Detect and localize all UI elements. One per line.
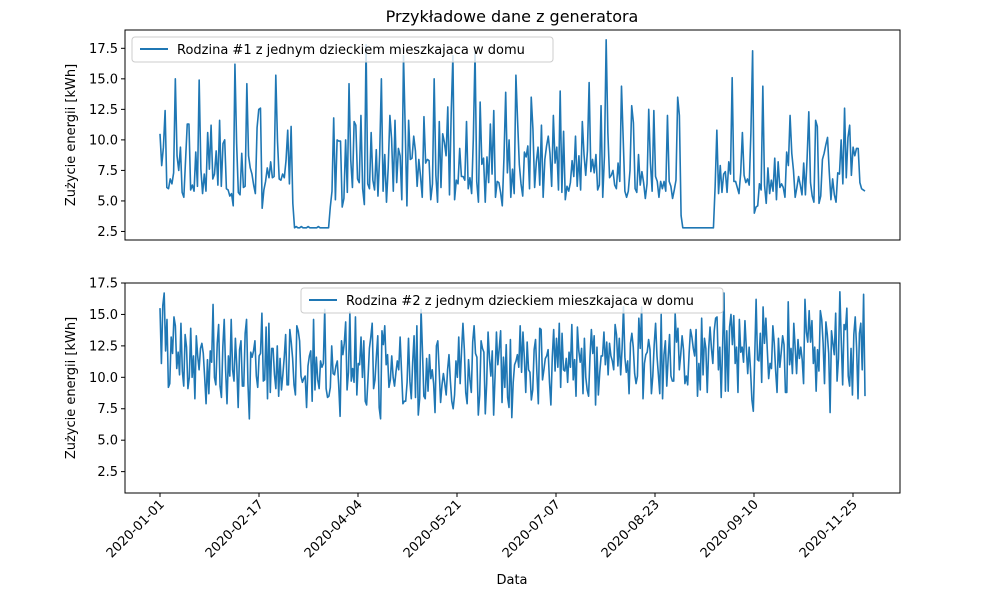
x-tick-label: 2020-05-21 bbox=[401, 497, 465, 561]
top-panel-series bbox=[159, 38, 866, 229]
x-tick-label: 2020-07-07 bbox=[500, 497, 564, 561]
x-tick-label: 2020-08-23 bbox=[599, 497, 663, 561]
y-tick-label: 5.0 bbox=[97, 194, 118, 209]
y-tick-label: 12.5 bbox=[89, 103, 118, 118]
bottom-panel-legend: Rodzina #2 z jednym dzieckiem mieszkajac… bbox=[300, 287, 724, 314]
y-tick-label: 2.5 bbox=[97, 225, 118, 240]
y-tick-label: 2.5 bbox=[97, 465, 118, 480]
bottom-panel: 2.5 5.0 7.5 10.0 12.5 15.0 17.5 Zużycie energi… bbox=[64, 277, 901, 561]
bottom-panel-y-ticks: 2.5 5.0 7.5 10.0 12.5 15.0 17.5 bbox=[89, 277, 125, 480]
bottom-panel-y-axis-label: Zużycie energii [kWh] bbox=[64, 317, 79, 459]
x-tick-label: 2020-11-25 bbox=[797, 497, 861, 561]
y-tick-label: 5.0 bbox=[97, 434, 118, 449]
bottom-legend-box bbox=[300, 287, 724, 314]
x-tick-label: 2020-09-10 bbox=[698, 497, 762, 561]
y-tick-label: 7.5 bbox=[97, 164, 118, 179]
top-legend-label: Rodzina #1 z jednym dzieckiem mieszkajac… bbox=[177, 43, 525, 58]
bottom-panel-series bbox=[159, 290, 866, 420]
top-panel: 2.5 5.0 7.5 10.0 12.5 15.0 17.5 Zużycie energi… bbox=[64, 29, 901, 241]
bottom-panel-frame bbox=[124, 282, 901, 494]
top-legend-box bbox=[131, 36, 554, 63]
top-panel-frame bbox=[124, 29, 901, 241]
y-tick-label: 17.5 bbox=[89, 42, 118, 57]
x-tick-label: 2020-02-17 bbox=[203, 497, 267, 561]
top-panel-y-axis-label: Zużycie energii [kWh] bbox=[64, 64, 79, 206]
y-tick-label: 10.0 bbox=[89, 371, 118, 386]
series-line bbox=[159, 290, 866, 420]
x-axis-label: Data bbox=[496, 573, 527, 588]
x-tick-label: 2020-01-01 bbox=[104, 497, 168, 561]
y-tick-label: 15.0 bbox=[89, 308, 118, 323]
y-tick-label: 17.5 bbox=[89, 277, 118, 292]
top-panel-y-ticks: 2.5 5.0 7.5 10.0 12.5 15.0 17.5 bbox=[89, 42, 125, 240]
y-tick-label: 12.5 bbox=[89, 339, 118, 354]
y-tick-label: 7.5 bbox=[97, 402, 118, 417]
y-tick-label: 10.0 bbox=[89, 133, 118, 148]
y-tick-label: 15.0 bbox=[89, 72, 118, 87]
x-tick-label: 2020-04-04 bbox=[302, 497, 366, 561]
series-line bbox=[159, 38, 866, 229]
bottom-legend-label: Rodzina #2 z jednym dzieckiem mieszkajac… bbox=[346, 294, 694, 309]
top-panel-legend: Rodzina #1 z jednym dzieckiem mieszkajac… bbox=[131, 36, 554, 63]
x-axis-ticks: 2020-01-01 2020-02-17 2020-04-04 2020-05-21… bbox=[104, 493, 861, 561]
chart-title: Przykładowe dane z generatora bbox=[386, 7, 639, 26]
